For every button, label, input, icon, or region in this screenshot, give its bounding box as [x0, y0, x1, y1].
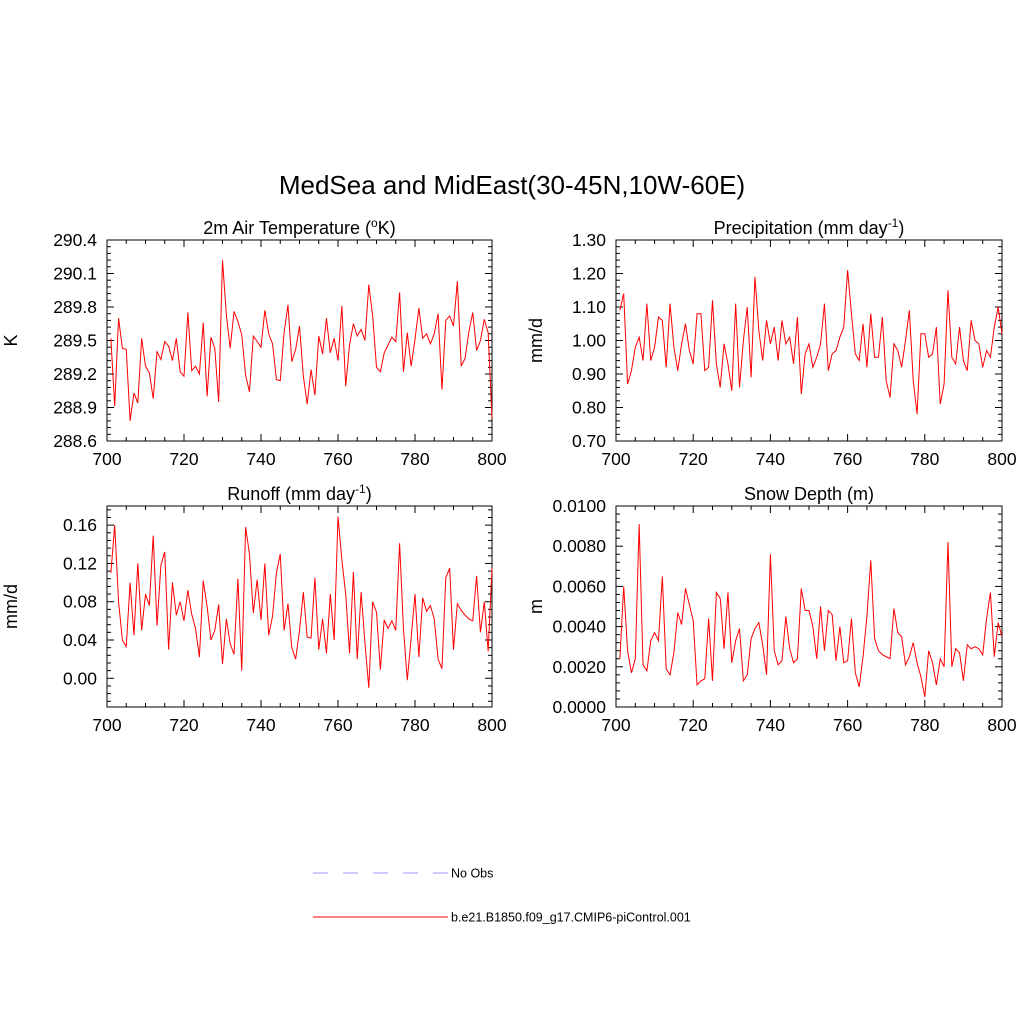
chart-snow-depth: 700 720 740 760 780 800 0.0000 0.0020 0.0040 0.00… — [526, 484, 1017, 735]
x-tick-label-runoff: 760 — [323, 715, 352, 735]
y-tick-label-snow-depth: 0.0000 — [552, 697, 606, 717]
x-tick-label-air-temp: 760 — [323, 449, 352, 469]
y-tick-label-air-temp: 288.6 — [53, 431, 97, 451]
series-line-air-temp — [110, 260, 493, 421]
y-tick-label-runoff: 0.04 — [63, 630, 97, 650]
title-text-air-temp: 2m Air Temperature ( — [203, 218, 371, 238]
x-tick-label-snow-depth: 740 — [756, 715, 785, 735]
panel-title-precip: Precipitation (mm day-1) — [714, 216, 905, 238]
chart-runoff: 700 720 740 760 780 800 0.00 0.04 0.08 0.12 0.16 mm… — [1, 482, 507, 735]
x-tick-label-runoff: 780 — [400, 715, 429, 735]
y-tick-label-runoff: 0.08 — [63, 592, 97, 612]
y-tick-label-precip: 0.70 — [572, 431, 606, 451]
y-axis-label-air-temp: K — [1, 334, 21, 346]
legend-label-model: b.e21.B1850.f09_g17.CMIP6-piControl.001 — [451, 911, 691, 925]
y-tick-label-runoff: 0.16 — [63, 515, 97, 535]
title-text-precip: ) — [898, 218, 904, 238]
y-tick-label-runoff: 0.00 — [63, 668, 97, 688]
x-tick-label-runoff: 720 — [169, 715, 198, 735]
y-tick-label-air-temp: 290.4 — [53, 230, 97, 250]
y-tick-label-air-temp: 290.1 — [53, 264, 97, 284]
series-line-snow-depth — [619, 524, 1003, 698]
y-tick-label-precip: 0.80 — [572, 398, 606, 418]
plot-frame-runoff — [106, 505, 493, 708]
x-tick-label-precip: 780 — [910, 449, 939, 469]
y-tick-label-air-temp: 289.2 — [53, 364, 97, 384]
title-text-air-temp: K) — [378, 218, 396, 238]
y-axis-label-runoff: mm/d — [1, 584, 21, 629]
x-tick-label-air-temp: 780 — [400, 449, 429, 469]
chart-precip: 700 720 740 760 780 800 0.70 0.80 0.90 1.00 1.10 1.… — [526, 216, 1017, 469]
y-tick-label-snow-depth: 0.0060 — [552, 576, 606, 596]
x-tick-label-runoff: 800 — [477, 715, 506, 735]
legend: No Obs b.e21.B1850.f09_g17.CMIP6-piContr… — [313, 867, 691, 925]
x-tick-label-air-temp: 700 — [92, 449, 121, 469]
x-tick-label-air-temp: 800 — [477, 449, 506, 469]
x-tick-label-precip: 720 — [679, 449, 708, 469]
x-tick-label-precip: 800 — [987, 449, 1016, 469]
x-tick-label-precip: 740 — [756, 449, 785, 469]
plot-frame-air-temp — [106, 239, 493, 442]
x-tick-label-snow-depth: 780 — [910, 715, 939, 735]
x-tick-label-runoff: 740 — [246, 715, 275, 735]
title-text-runoff: Runoff (mm day — [227, 484, 355, 504]
chart-air-temp: 700 720 740 760 780 800 288.6 288.9 289.2 289.5 28… — [1, 216, 507, 469]
y-tick-label-precip: 1.20 — [572, 264, 606, 284]
series-line-precip — [619, 270, 1003, 415]
plot-frame-snow-depth — [615, 505, 1003, 708]
x-tick-label-snow-depth: 760 — [833, 715, 862, 735]
title-text-precip: Precipitation (mm day — [714, 218, 888, 238]
title-superscript-precip: -1 — [888, 216, 899, 230]
x-tick-label-air-temp: 720 — [169, 449, 198, 469]
y-tick-label-precip: 1.30 — [572, 230, 606, 250]
x-tick-label-air-temp: 740 — [246, 449, 275, 469]
y-tick-label-precip: 0.90 — [572, 364, 606, 384]
title-superscript-runoff: -1 — [355, 482, 366, 496]
title-text-runoff: ) — [366, 484, 372, 504]
y-axis-label-snow-depth: m — [526, 599, 546, 614]
y-axis-label-precip: mm/d — [526, 318, 546, 363]
x-tick-label-precip: 760 — [833, 449, 862, 469]
series-line-runoff — [110, 516, 493, 688]
x-tick-label-snow-depth: 720 — [679, 715, 708, 735]
panel-title-air-temp: 2m Air Temperature (oK) — [203, 216, 395, 238]
y-tick-label-snow-depth: 0.0020 — [552, 657, 606, 677]
y-tick-label-air-temp: 289.5 — [53, 331, 97, 351]
panel-title-snow-depth: Snow Depth (m) — [744, 484, 874, 504]
plot-frame-precip — [615, 239, 1003, 442]
x-tick-label-runoff: 700 — [92, 715, 121, 735]
x-tick-label-snow-depth: 700 — [601, 715, 630, 735]
legend-label-no-obs: No Obs — [451, 867, 493, 881]
x-tick-label-precip: 700 — [601, 449, 630, 469]
y-tick-label-air-temp: 288.9 — [53, 398, 97, 418]
y-tick-label-precip: 1.10 — [572, 297, 606, 317]
y-tick-label-snow-depth: 0.0100 — [552, 496, 606, 516]
title-text-snow-depth: Snow Depth (m) — [744, 484, 874, 504]
y-tick-label-runoff: 0.12 — [63, 553, 97, 573]
y-tick-label-air-temp: 289.8 — [53, 297, 97, 317]
page-title: MedSea and MidEast(30-45N,10W-60E) — [279, 170, 745, 200]
title-superscript-air-temp: o — [371, 216, 378, 230]
y-tick-label-snow-depth: 0.0080 — [552, 536, 606, 556]
panel-title-runoff: Runoff (mm day-1) — [227, 482, 371, 504]
x-tick-label-snow-depth: 800 — [987, 715, 1016, 735]
y-tick-label-precip: 1.00 — [572, 331, 606, 351]
y-tick-label-snow-depth: 0.0040 — [552, 617, 606, 637]
